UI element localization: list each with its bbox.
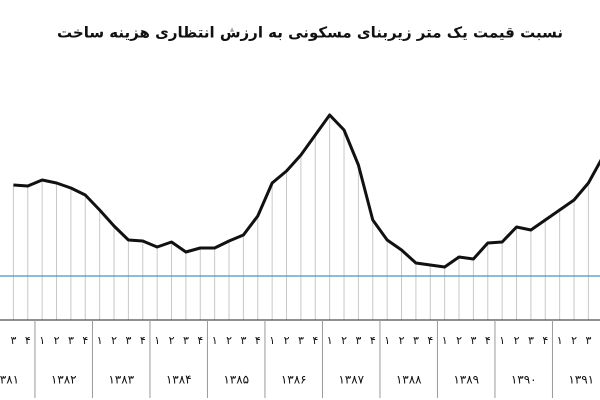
x-tick-label: ۳ [413,334,419,347]
year-label: ۱۳۸۳ [108,373,134,387]
x-tick-label: ۲ [399,334,405,347]
x-tick-label: ۲ [169,334,175,347]
x-tick-label: ۳ [298,334,304,347]
x-tick-label: ۲ [571,334,577,347]
year-label: ۱۳۸۹ [453,373,479,387]
chart-title: نسبت قیمت یک متر زیربنای مسکونی به ارزش … [57,24,563,42]
year-label: ۱۳۸۵ [223,373,249,387]
x-tick-label: ۱ [384,334,390,347]
x-tick-label: ۲ [456,334,462,347]
x-tick-label: ۱ [154,334,160,347]
x-tick-label: ۲ [341,334,347,347]
x-tick-label: ۲ [111,334,117,347]
x-tick-label: ۲ [54,334,60,347]
x-tick-label: ۴ [485,334,491,347]
year-label: ۱۳۸۲ [51,373,77,387]
x-tick-label: ۱ [442,334,448,347]
x-tick-label: ۲ [284,334,290,347]
year-label: ۱۳۹۰ [511,373,537,387]
x-tick-label: ۳ [355,334,361,347]
x-tick-label: ۴ [542,334,548,347]
x-tick-label: ۴ [197,334,203,347]
year-label: ۱۳۹۱ [568,373,594,387]
x-tick-label: ۳ [68,334,74,347]
x-tick-label: ۳ [10,334,16,347]
x-tick-label: ۳ [125,334,131,347]
year-label: ۱۳۸۴ [166,373,192,387]
x-tick-label: ۳ [240,334,246,347]
x-tick-label: ۴ [427,334,433,347]
x-tick-label: ۲ [514,334,520,347]
x-tick-label: ۴ [255,334,261,347]
x-tick-label: ۳ [470,334,476,347]
year-label: ۱۳۸۶ [281,373,307,387]
x-tick-label: ۳ [528,334,534,347]
x-tick-label: ۳ [585,334,591,347]
x-tick-label: ۱ [327,334,333,347]
x-tick-label: ۴ [370,334,376,347]
x-tick-label: ۴ [312,334,318,347]
x-tick-label: ۱ [499,334,505,347]
x-tick-label: ۱ [557,334,563,347]
x-tick-label: ۳ [183,334,189,347]
x-tick-label: ۴ [25,334,31,347]
year-label: ۱۳۸۷ [338,373,364,387]
x-tick-label: ۴ [140,334,146,347]
line [13,113,600,269]
x-tick-label: ۱ [212,334,218,347]
x-tick-label: ۱ [269,334,275,347]
x-tick-label: ۲ [226,334,232,347]
x-tick-label: ۱ [39,334,45,347]
x-tick-label: ۴ [82,334,88,347]
year-label: ۱۳۸۱ [0,373,19,387]
year-label: ۱۳۸۸ [396,373,422,387]
x-tick-label: ۱ [97,334,103,347]
